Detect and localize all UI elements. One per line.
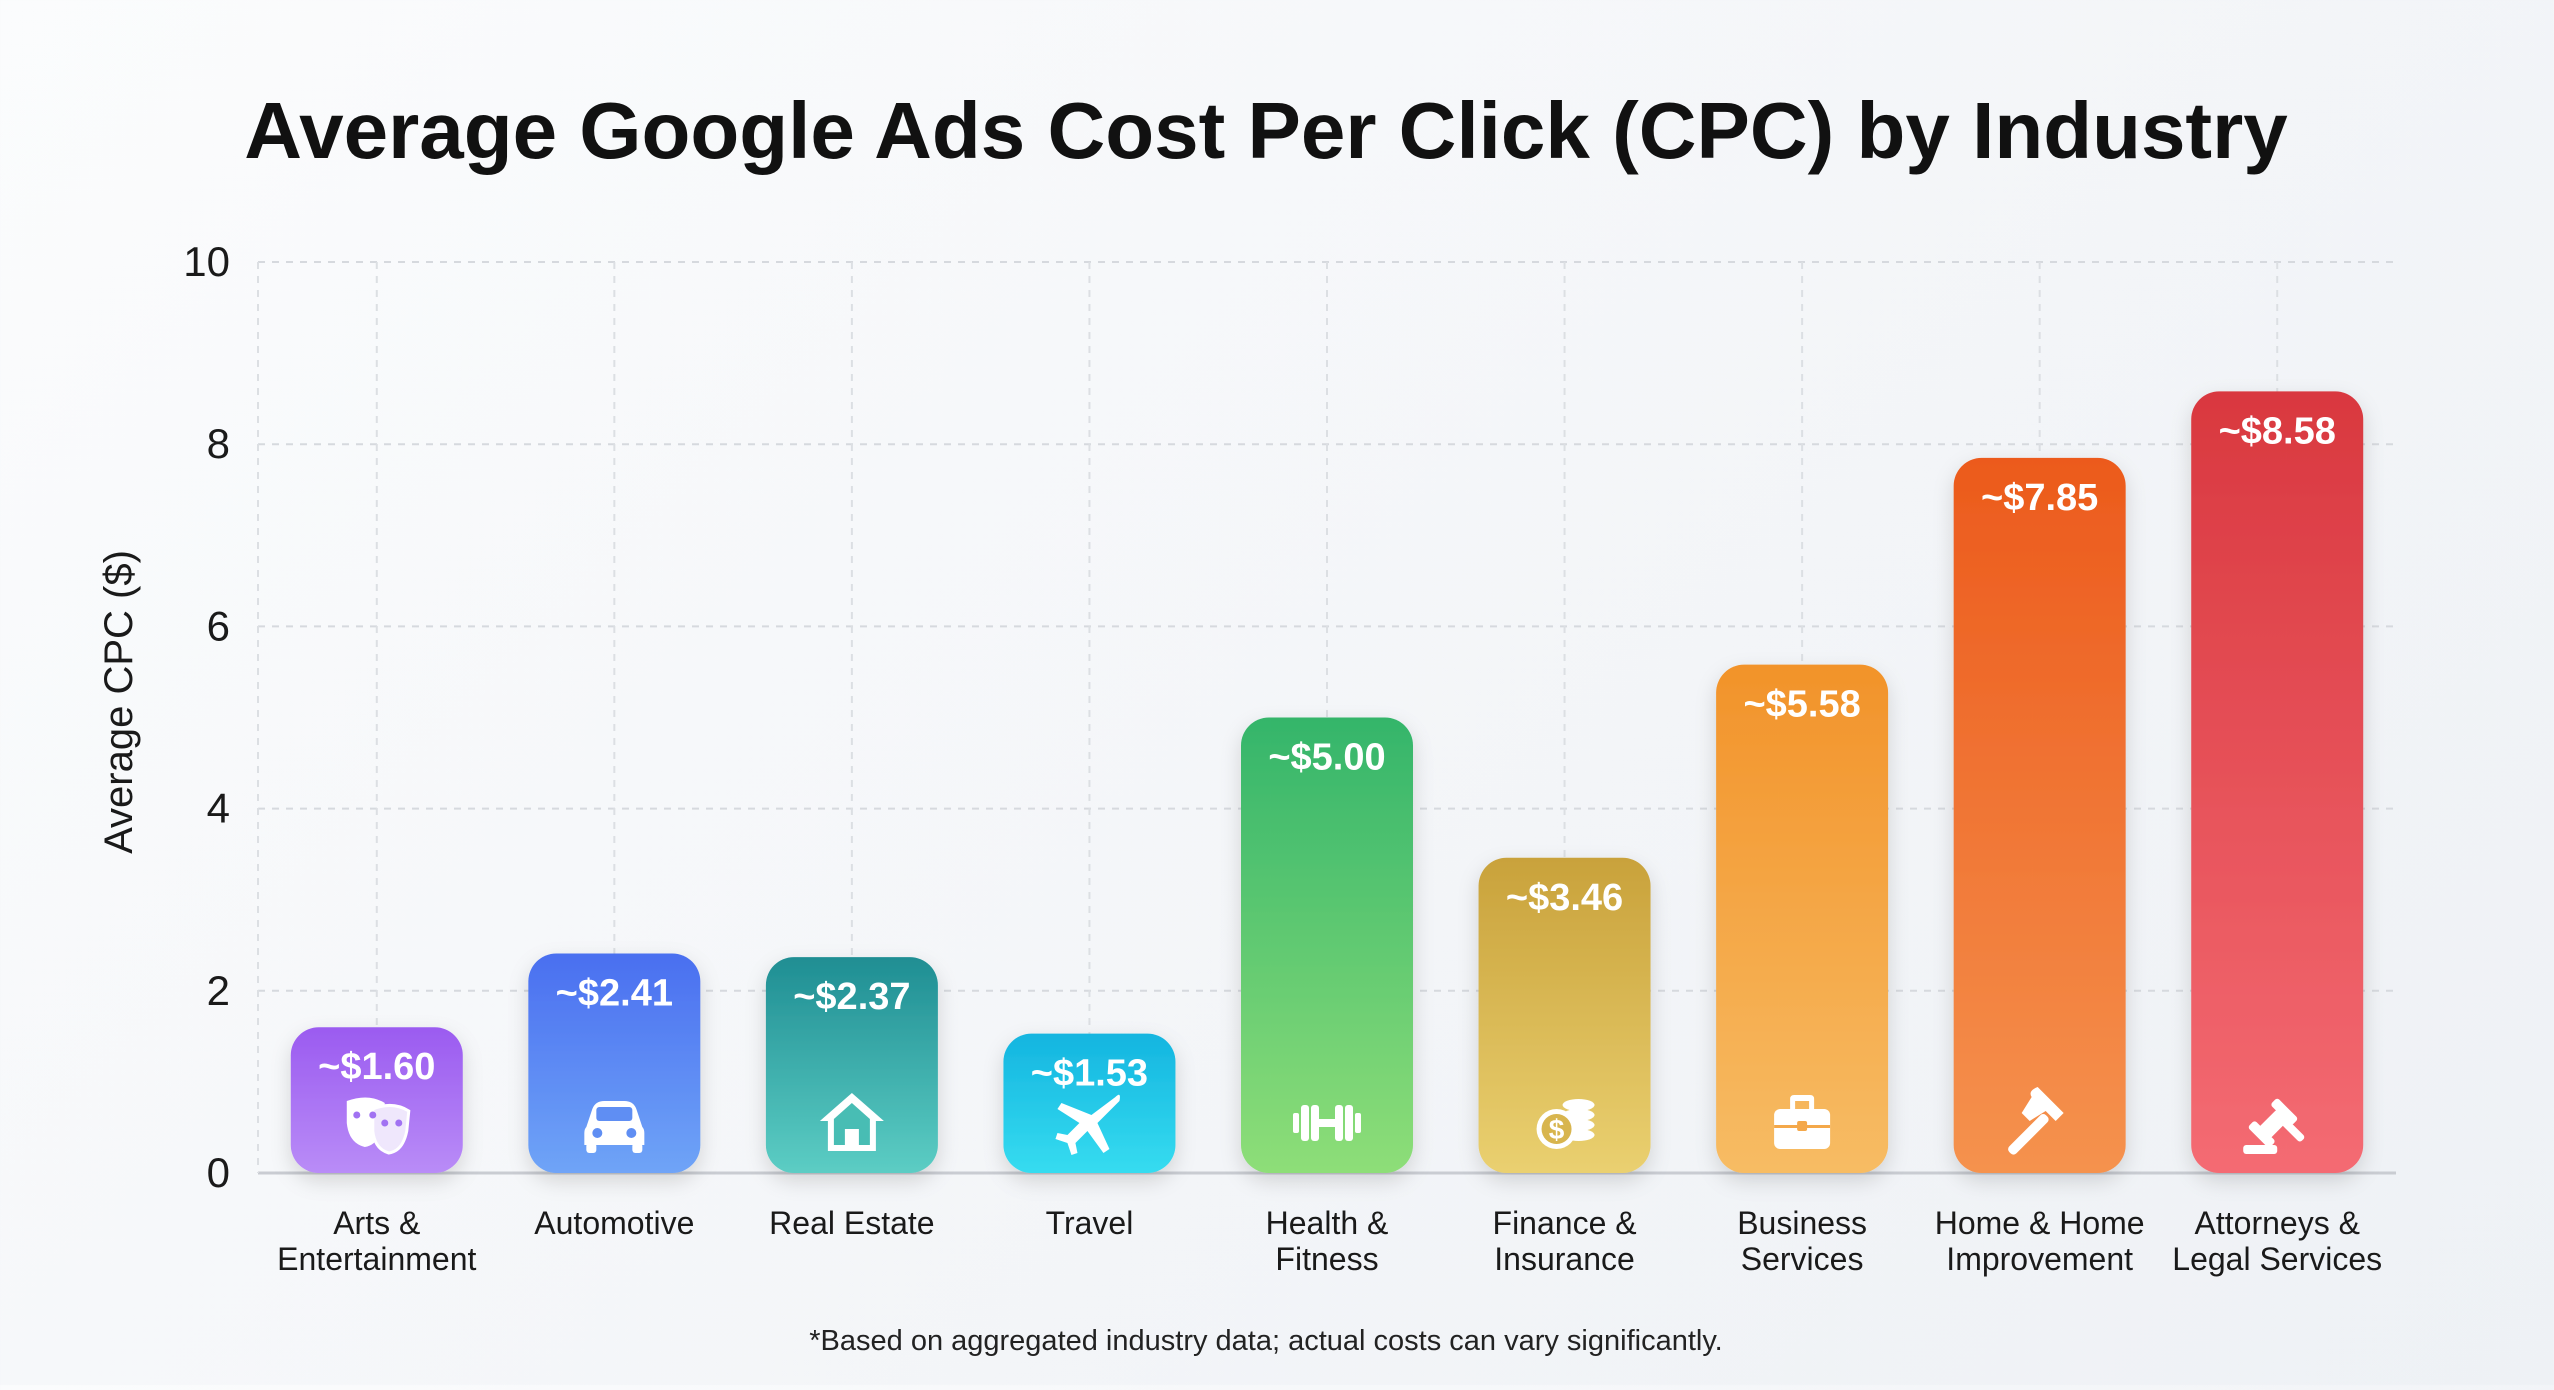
bar	[1953, 457, 2126, 1173]
bar-value-label: ~$1.53	[1031, 1053, 1148, 1095]
x-tick-label: Legal Services	[2172, 1241, 2382, 1277]
x-tick-label: Insurance	[1494, 1241, 1635, 1277]
x-tick-label: Home & Home	[1935, 1205, 2145, 1241]
x-tick-label: Finance &	[1493, 1205, 1637, 1241]
y-tick-label: 2	[207, 967, 230, 1014]
y-axis-ticks: 0 2 4 6 8 10	[183, 238, 230, 1196]
bar-group: ~$1.53	[1003, 1033, 1176, 1173]
bar-group: ~$7.85	[1953, 457, 2126, 1173]
bar	[1003, 1033, 1176, 1173]
bar-group: ~$2.37	[765, 957, 938, 1173]
car-icon	[584, 1101, 645, 1153]
bar	[1478, 857, 1651, 1173]
y-tick-label: 10	[183, 238, 230, 285]
bar-value-label: ~$2.41	[556, 972, 673, 1014]
x-tick-label: Entertainment	[277, 1241, 476, 1277]
bars: ~$1.60 ~$2.41 ~$2.37 ~$1.53 ~$5.00 ~$3.46 $ ~$5…	[290, 391, 2364, 1173]
x-tick-label: Attorneys &	[2195, 1205, 2360, 1241]
theater-masks-icon	[346, 1097, 411, 1155]
bar-value-label: ~$1.60	[318, 1046, 435, 1088]
y-tick-label: 8	[207, 420, 230, 467]
y-tick-label: 0	[207, 1149, 230, 1196]
hammer-icon	[2008, 1087, 2064, 1155]
bar-group: ~$3.46 $	[1478, 857, 1651, 1173]
airplane-icon	[1055, 1094, 1120, 1155]
y-tick-label: 4	[207, 785, 230, 832]
x-tick-label: Real Estate	[769, 1205, 934, 1241]
bar-group: ~$2.41	[528, 953, 701, 1173]
house-icon	[819, 1093, 884, 1151]
y-tick-label: 6	[207, 602, 230, 649]
svg-text:$: $	[1549, 1114, 1565, 1145]
footnote: *Based on aggregated industry data; actu…	[809, 1325, 1723, 1357]
x-tick-label: Services	[1741, 1241, 1864, 1277]
bar-value-label: ~$3.46	[1506, 877, 1623, 919]
bar	[1241, 717, 1413, 1173]
x-tick-label: Improvement	[1946, 1241, 2133, 1277]
x-tick-label: Travel	[1046, 1205, 1134, 1241]
bar-group: ~$1.60	[290, 1027, 463, 1173]
bar	[1716, 664, 1889, 1173]
dumbbell-icon	[1293, 1105, 1361, 1141]
bar	[2191, 391, 2364, 1173]
bar-value-label: ~$7.85	[1981, 477, 2098, 519]
bar-group: ~$8.58	[2191, 391, 2364, 1173]
x-tick-label: Fitness	[1275, 1241, 1378, 1277]
x-axis-labels: Arts &Entertainment Automotive Real Estate…	[277, 1205, 2382, 1277]
y-axis-label: Average CPC ($)	[97, 550, 141, 854]
bar	[765, 957, 938, 1173]
briefcase-icon	[1774, 1095, 1831, 1149]
gavel-icon	[2243, 1098, 2305, 1154]
x-tick-label: Business	[1737, 1205, 1867, 1241]
bar-value-label: ~$5.00	[1268, 737, 1385, 779]
bar-group: ~$5.58	[1716, 664, 1889, 1173]
bar	[528, 953, 701, 1173]
bar-group: ~$5.00	[1241, 717, 1413, 1173]
bar-value-label: ~$8.58	[2219, 410, 2336, 452]
x-tick-label: Automotive	[534, 1205, 694, 1241]
chart-title: Average Google Ads Cost Per Click (CPC) …	[244, 86, 2288, 175]
x-tick-label: Arts &	[333, 1205, 420, 1241]
coins-icon: $	[1536, 1099, 1595, 1149]
bar-value-label: ~$5.58	[1743, 684, 1860, 726]
x-tick-label: Health &	[1266, 1205, 1389, 1241]
bar-value-label: ~$2.37	[793, 976, 910, 1018]
